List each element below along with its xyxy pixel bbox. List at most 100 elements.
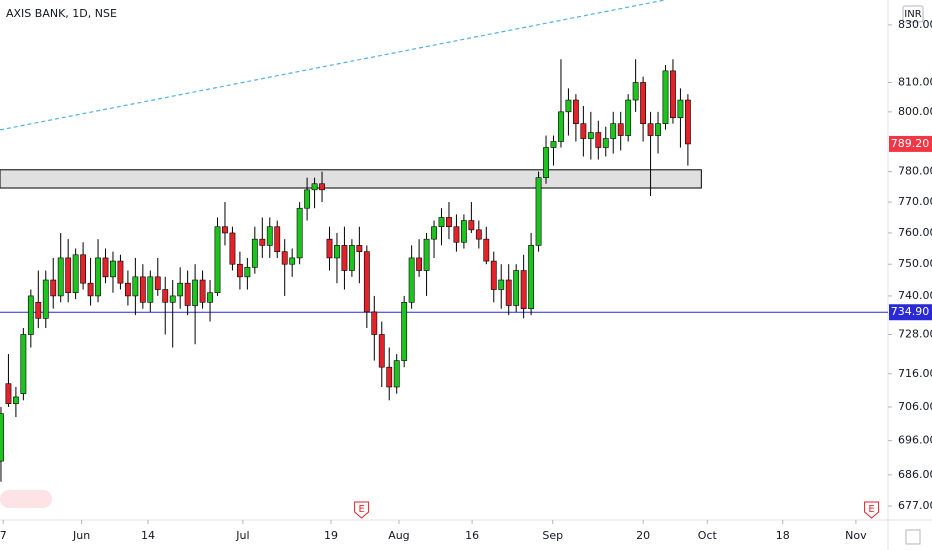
candle-body: [334, 245, 340, 259]
candle-body: [670, 70, 676, 119]
candle-body: [162, 289, 169, 303]
status-pill: [0, 490, 52, 508]
candle-body: [57, 257, 64, 297]
x-tick-label: Oct: [698, 529, 718, 542]
candle-body: [214, 226, 221, 294]
candle-body: [169, 295, 176, 303]
candle-body: [393, 360, 400, 388]
trendline: [0, 0, 665, 131]
event-marker: [864, 501, 880, 519]
candle-body: [236, 263, 243, 278]
candle-body: [453, 226, 460, 243]
candle-body: [326, 238, 333, 259]
candle-body: [304, 189, 311, 209]
candle-body: [423, 238, 430, 271]
y-tick-label: 830.00: [898, 18, 932, 31]
candle-body: [543, 147, 549, 178]
candle-body: [490, 260, 497, 290]
candle-body: [438, 217, 445, 228]
candle-body: [319, 183, 325, 191]
candle-body: [251, 238, 258, 268]
candle-body: [408, 257, 415, 303]
candle-body: [154, 276, 161, 290]
candle-body: [431, 226, 437, 240]
candle-body: [460, 220, 467, 243]
candle-body: [513, 270, 520, 306]
candle-body: [229, 232, 236, 265]
x-tick-label: 16: [465, 529, 479, 542]
candle-body: [266, 226, 273, 246]
candle-body: [640, 82, 647, 124]
candle-body: [50, 279, 57, 297]
candle-body: [20, 334, 27, 394]
candle-body: [505, 279, 512, 306]
candle-body: [147, 276, 154, 303]
candle-body: [27, 295, 34, 335]
chart-title: AXIS BANK, 1D, NSE: [6, 7, 117, 20]
candle-body: [386, 366, 393, 388]
candle-body: [348, 245, 355, 271]
x-tick-label: Jun: [72, 529, 90, 542]
price-label: 734.90: [891, 305, 930, 318]
x-tick-label: Sep: [542, 529, 563, 542]
settings-icon[interactable]: [905, 529, 921, 545]
candle-body: [311, 183, 318, 191]
y-tick-label: 800.00: [898, 105, 932, 118]
candle-body: [296, 207, 303, 259]
candle-body: [520, 270, 527, 310]
y-tick-label: 686.00: [898, 468, 932, 481]
y-tick-label: 716.00: [898, 367, 932, 380]
candle-body: [647, 123, 654, 136]
candle-body: [192, 279, 199, 306]
candle-body: [177, 282, 184, 297]
candle-body: [87, 282, 94, 297]
candle-body: [528, 245, 535, 310]
candle-body: [207, 292, 213, 303]
candle-body: [610, 123, 617, 139]
currency-box: [902, 5, 924, 23]
x-tick-label: 18: [776, 529, 790, 542]
x-tick-label: 14: [141, 529, 155, 542]
candle-body: [281, 251, 288, 265]
candle-body: [662, 70, 669, 124]
y-tick-label: 706.00: [898, 400, 932, 413]
candle-body: [587, 132, 594, 139]
candle-body: [416, 257, 423, 271]
candle-body: [468, 220, 475, 231]
candle-body: [5, 383, 12, 404]
candle-body: [483, 238, 490, 262]
x-tick-label: Aug: [388, 529, 409, 542]
candle-body: [363, 251, 370, 313]
candle-body: [498, 279, 505, 290]
event-label: E: [358, 504, 364, 515]
candle-body: [550, 141, 557, 148]
candle-body: [117, 260, 124, 284]
candle-body: [35, 302, 42, 319]
x-tick-label: Nov: [845, 529, 867, 542]
y-tick-label: 750.00: [898, 257, 932, 270]
candle-body: [289, 257, 296, 265]
candle-body: [341, 245, 348, 271]
candle-body: [617, 123, 624, 136]
candle-body: [139, 276, 146, 303]
currency: INR: [904, 9, 921, 20]
candle-body: [684, 99, 691, 145]
candle-body: [446, 217, 452, 228]
candle-body: [677, 99, 684, 119]
candle-body: [222, 226, 228, 234]
candle-body: [475, 229, 482, 240]
candle-body: [580, 123, 587, 139]
candle-body: [356, 245, 363, 252]
candle-body: [184, 282, 191, 306]
y-tick-label: 770.00: [898, 195, 932, 208]
candle-body: [259, 238, 266, 246]
support-zone: [0, 169, 702, 189]
y-tick-label: 677.00: [898, 499, 932, 512]
candle-body: [124, 282, 131, 297]
candle-body: [371, 311, 378, 335]
candle-body: [72, 254, 79, 294]
candle-body: [132, 276, 139, 297]
event-label: E: [868, 504, 874, 515]
candle-body: [199, 279, 206, 303]
